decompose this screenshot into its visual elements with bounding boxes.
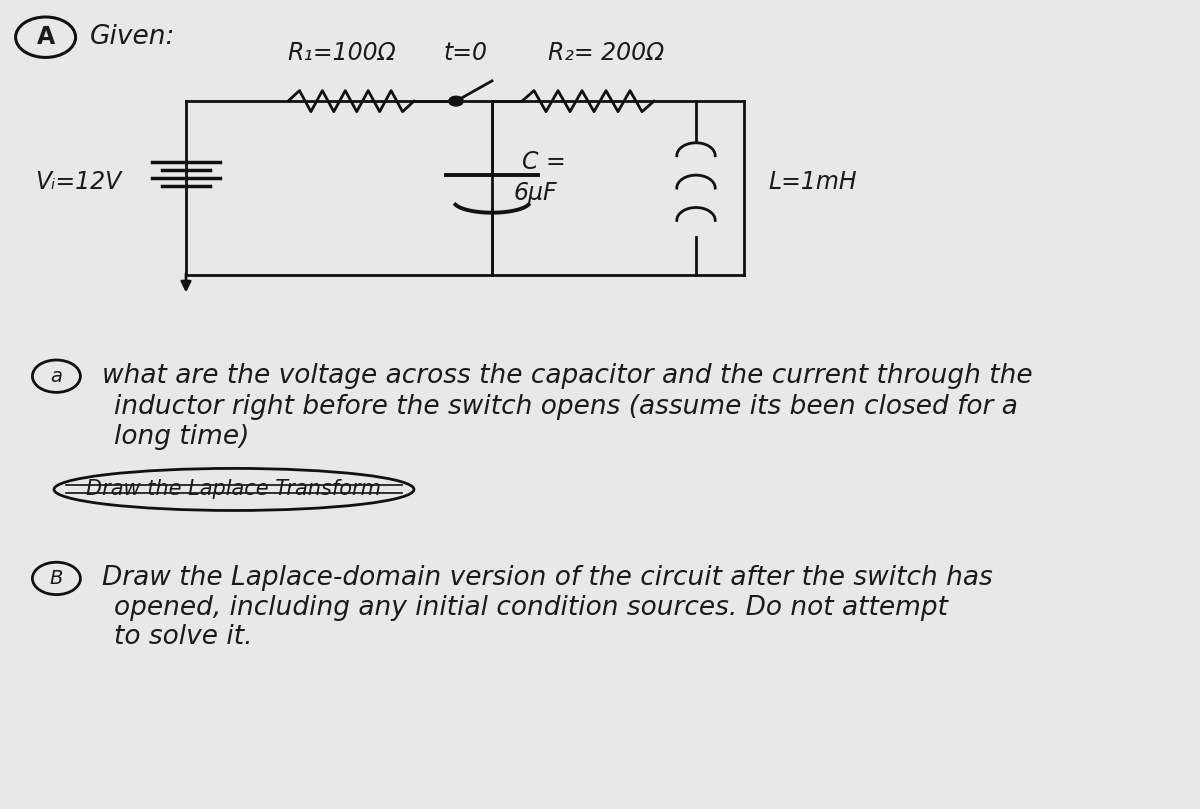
Text: inductor right before the switch opens (assume its been closed for a: inductor right before the switch opens (… — [114, 394, 1018, 420]
Text: Draw the Laplace Transform: Draw the Laplace Transform — [86, 480, 382, 499]
Text: to solve it.: to solve it. — [114, 625, 252, 650]
Text: Given:: Given: — [90, 24, 175, 50]
Text: t=0: t=0 — [444, 40, 487, 65]
Text: Vᵢ=12V: Vᵢ=12V — [35, 170, 121, 194]
Text: 6μF: 6μF — [514, 180, 557, 205]
Text: A: A — [36, 25, 55, 49]
Circle shape — [449, 96, 463, 106]
Text: Draw the Laplace-domain version of the circuit after the switch has: Draw the Laplace-domain version of the c… — [102, 565, 992, 591]
Text: a: a — [50, 366, 62, 386]
Text: what are the voltage across the capacitor and the current through the: what are the voltage across the capacito… — [102, 363, 1033, 389]
Text: R₂= 200Ω: R₂= 200Ω — [548, 40, 664, 65]
Text: opened, including any initial condition sources. Do not attempt: opened, including any initial condition … — [114, 595, 948, 621]
Text: long time): long time) — [114, 424, 250, 450]
Text: C =: C = — [522, 150, 565, 174]
Text: L=1mH: L=1mH — [768, 170, 857, 194]
Text: R₁=100Ω: R₁=100Ω — [288, 40, 396, 65]
Text: B: B — [49, 569, 64, 588]
